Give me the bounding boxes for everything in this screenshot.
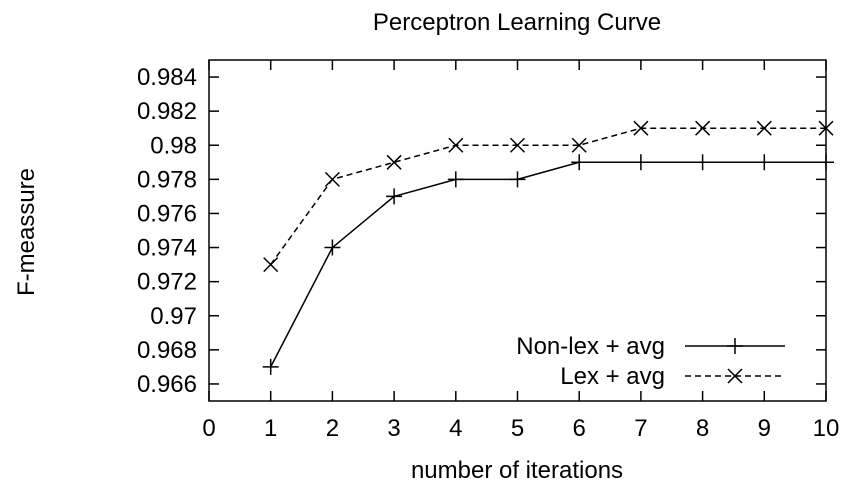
- data-point: [509, 137, 526, 153]
- y-tick-label: 0.978: [137, 166, 197, 193]
- data-point: [509, 171, 526, 188]
- y-tick-label: 0.976: [137, 200, 197, 227]
- x-axis-label: number of iterations: [411, 457, 623, 484]
- legend-marker: [727, 338, 743, 354]
- series-1: [262, 154, 834, 375]
- x-tick-label: 8: [696, 415, 709, 442]
- data-point: [262, 358, 279, 375]
- data-point: [447, 171, 464, 188]
- series-2: [263, 120, 834, 273]
- legend-label: Lex + avg: [560, 363, 665, 390]
- series-layer: [262, 120, 834, 375]
- data-point: [324, 239, 341, 256]
- y-tick-label: 0.982: [137, 98, 197, 125]
- y-tick-label: 0.98: [150, 132, 197, 159]
- legend-label: Non-lex + avg: [516, 333, 665, 360]
- x-tick-label: 0: [202, 415, 215, 442]
- data-point: [756, 154, 773, 171]
- x-tick-label: 9: [758, 415, 771, 442]
- x-tick-label: 10: [813, 415, 840, 442]
- data-point: [695, 120, 711, 136]
- x-tick-label: 7: [634, 415, 647, 442]
- data-point: [386, 188, 403, 205]
- data-point: [448, 137, 464, 153]
- data-point: [818, 120, 834, 136]
- legend: Non-lex + avg Lex + avg: [516, 333, 785, 390]
- y-tick-label: 0.972: [137, 269, 197, 296]
- x-tick-label: 5: [511, 415, 524, 442]
- x-tick-label: 1: [264, 415, 277, 442]
- y-tick-label: 0.966: [137, 371, 197, 398]
- data-point: [263, 257, 279, 273]
- y-tick-label: 0.974: [137, 235, 197, 262]
- x-tick-label: 4: [449, 415, 462, 442]
- x-tick-label: 2: [326, 415, 339, 442]
- y-tick-label: 0.97: [150, 303, 197, 330]
- data-point: [571, 154, 588, 171]
- axis-ticks: 0 1 2 3 4 5 6 7 8 9 10 0.966 0.968 0.97 0.972 0.974 0.97…: [137, 60, 839, 442]
- x-tick-label: 3: [387, 415, 400, 442]
- y-axis-label: F-meassure: [13, 168, 40, 296]
- data-point: [324, 171, 340, 187]
- data-point: [756, 120, 772, 136]
- x-tick-label: 6: [573, 415, 586, 442]
- y-tick-label: 0.984: [137, 64, 197, 91]
- legend-marker: [727, 368, 743, 384]
- y-tick-label: 0.968: [137, 337, 197, 364]
- series-line: [270, 161, 826, 368]
- data-point: [386, 154, 402, 170]
- series-line: [270, 127, 826, 266]
- data-point: [633, 120, 649, 136]
- data-point: [694, 154, 711, 171]
- data-point: [571, 137, 587, 153]
- data-point: [818, 154, 834, 171]
- chart-title: Perceptron Learning Curve: [373, 9, 661, 36]
- data-point: [632, 154, 649, 171]
